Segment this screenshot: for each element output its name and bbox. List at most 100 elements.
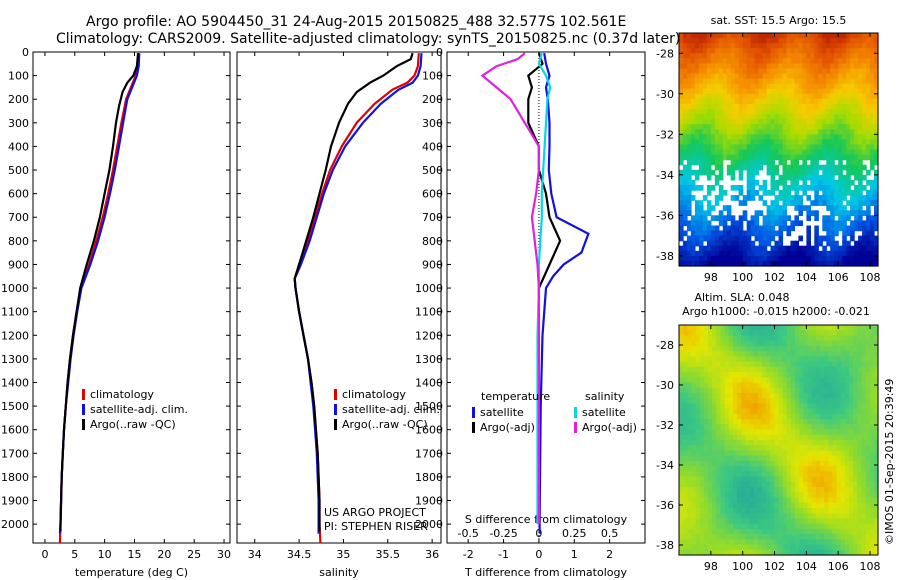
map-cell bbox=[870, 250, 875, 257]
map-cell bbox=[815, 549, 821, 556]
map-cell bbox=[815, 434, 821, 441]
map-cell bbox=[810, 144, 815, 151]
map-cell bbox=[699, 424, 705, 431]
map-cell bbox=[786, 154, 792, 161]
map-cell bbox=[720, 434, 726, 441]
map-cell bbox=[866, 225, 871, 232]
map-cell bbox=[761, 424, 767, 431]
map-cell bbox=[818, 43, 823, 49]
map-cell bbox=[683, 413, 688, 420]
map-cell bbox=[757, 513, 763, 519]
map-cell bbox=[794, 164, 799, 171]
map-cell bbox=[720, 419, 726, 425]
map-cell bbox=[814, 215, 819, 221]
map-cell bbox=[758, 260, 764, 267]
map-cell bbox=[749, 361, 755, 368]
series-line bbox=[538, 53, 590, 534]
map-cell bbox=[799, 387, 804, 394]
map-cell bbox=[687, 134, 692, 140]
map-cell bbox=[842, 103, 847, 110]
map-cell bbox=[874, 68, 879, 75]
map-cell bbox=[687, 408, 692, 415]
map-cell bbox=[865, 429, 871, 436]
map-cell bbox=[766, 476, 771, 483]
map-cell bbox=[699, 544, 705, 551]
map-cell bbox=[850, 38, 855, 44]
map-cell bbox=[840, 419, 846, 425]
map-cell bbox=[803, 528, 809, 535]
map-cell bbox=[830, 124, 835, 130]
map-cell bbox=[853, 466, 858, 472]
map-cell bbox=[778, 340, 784, 347]
map-cell bbox=[836, 481, 842, 488]
map-cell bbox=[718, 124, 724, 130]
map-cell bbox=[679, 63, 684, 70]
map-cell bbox=[834, 109, 839, 115]
map-cell bbox=[832, 340, 838, 347]
map-cell bbox=[786, 325, 792, 331]
map-cell bbox=[778, 93, 784, 100]
map-cell bbox=[822, 88, 827, 95]
y-tick-label: 600 bbox=[8, 188, 29, 201]
sla-map-subtitle: Argo h1000: -0.015 h2000: -0.021 bbox=[682, 305, 870, 318]
map-cell bbox=[858, 235, 863, 242]
map-cell bbox=[766, 134, 772, 140]
map-cell bbox=[770, 330, 775, 336]
map-cell bbox=[757, 424, 763, 431]
map-cell bbox=[679, 419, 684, 425]
map-cell bbox=[734, 144, 740, 151]
map-cell bbox=[703, 413, 709, 420]
map-cell bbox=[728, 539, 734, 546]
map-cell bbox=[716, 372, 721, 378]
map-cell bbox=[691, 497, 697, 504]
map-cell bbox=[687, 471, 692, 478]
map-cell bbox=[750, 174, 756, 181]
map-cell bbox=[766, 413, 771, 420]
series-line bbox=[293, 52, 414, 532]
map-cell bbox=[790, 169, 795, 176]
map-cell bbox=[798, 255, 803, 262]
map-cell bbox=[836, 539, 842, 546]
map-cell bbox=[802, 129, 807, 135]
map-cell bbox=[754, 255, 760, 262]
map-cell bbox=[703, 424, 709, 431]
map-cell bbox=[774, 440, 780, 446]
map-cell bbox=[683, 88, 688, 95]
map-cell bbox=[798, 73, 803, 80]
legend-group-title: temperature bbox=[481, 390, 550, 403]
map-cell bbox=[782, 200, 788, 206]
map-cell bbox=[832, 450, 838, 457]
map-cell bbox=[850, 93, 855, 100]
map-cell bbox=[790, 179, 795, 186]
map-cell bbox=[722, 240, 728, 247]
map-cell bbox=[691, 377, 697, 384]
map-cell bbox=[810, 83, 815, 90]
map-cell bbox=[803, 460, 809, 467]
map-cell bbox=[814, 78, 819, 85]
map-cell bbox=[706, 48, 712, 54]
map-cell bbox=[753, 549, 759, 556]
map-cell bbox=[724, 387, 730, 394]
map-cell bbox=[870, 63, 875, 70]
map-cell bbox=[728, 330, 734, 336]
map-cell bbox=[802, 174, 807, 181]
map-cell bbox=[679, 200, 684, 206]
map-cell bbox=[690, 83, 696, 90]
map-cell bbox=[782, 103, 788, 110]
map-cell bbox=[710, 48, 716, 54]
map-cell bbox=[834, 230, 839, 237]
map-cell bbox=[869, 523, 875, 530]
map-cell bbox=[814, 235, 819, 242]
map-cell bbox=[774, 508, 780, 514]
map-cell bbox=[745, 534, 750, 540]
map-cell bbox=[702, 98, 708, 105]
map-cell bbox=[830, 93, 835, 100]
map-cell bbox=[724, 460, 730, 467]
map-cell bbox=[730, 88, 736, 95]
map-cell bbox=[699, 523, 705, 530]
map-cell bbox=[774, 340, 780, 347]
map-cell bbox=[774, 549, 780, 556]
map-cell bbox=[869, 528, 875, 535]
map-cell bbox=[830, 235, 835, 242]
map-cell bbox=[699, 356, 705, 363]
